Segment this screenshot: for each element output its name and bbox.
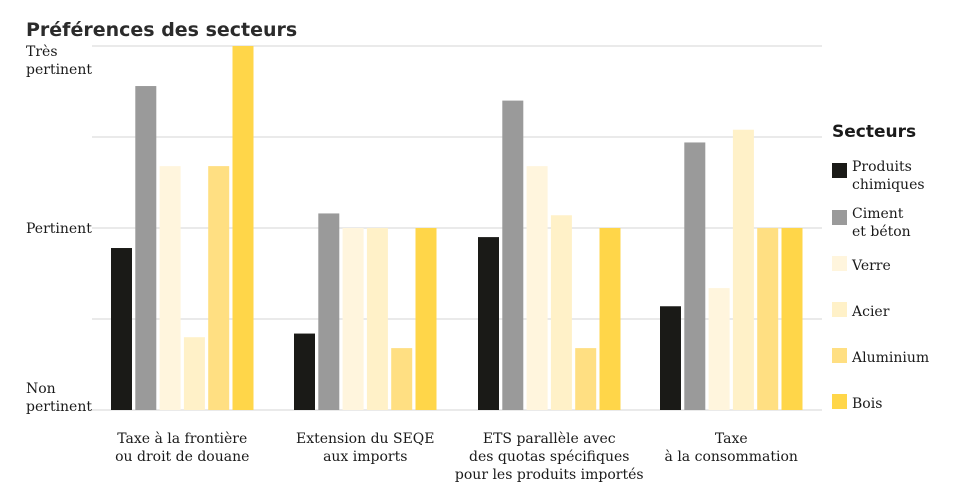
bar (708, 288, 730, 410)
bar-group (478, 100, 621, 410)
legend-label: Aluminium (851, 350, 929, 366)
bar (660, 306, 681, 410)
legend-title: Secteurs (832, 122, 916, 142)
bar-group (660, 129, 803, 410)
y-tick-label-line: Très (26, 44, 58, 60)
bar (684, 142, 706, 410)
x-tick-label: Taxe à la consommation (665, 431, 798, 465)
legend-label-line: Aluminium (851, 350, 929, 366)
bar (208, 166, 230, 410)
legend-label-line: Ciment (852, 206, 904, 222)
legend-label: Acier (851, 304, 890, 320)
bar (391, 348, 413, 410)
x-tick-label: Taxe à la frontière ou droit de douane (115, 430, 249, 465)
bar (781, 228, 803, 410)
x-tick-label-line: pour les produits importés (455, 467, 644, 483)
x-tick-label-line: ou droit de douane (115, 449, 249, 465)
legend-swatch (832, 302, 847, 317)
y-tick-label: Très pertinent (26, 44, 92, 78)
legend-swatch (832, 394, 847, 409)
bar-group (111, 46, 254, 410)
legend-item: Verre (832, 256, 891, 274)
legend-label: Produits chimiques (852, 159, 925, 193)
bar (478, 237, 499, 410)
legend: Produits chimiques Ciment et béton Verre Acie… (832, 159, 929, 412)
legend-item: Aluminium (832, 348, 929, 366)
legend-item: Ciment et béton (832, 206, 911, 240)
legend-label-line: Produits (852, 159, 912, 175)
bar (757, 228, 779, 410)
legend-swatch (832, 210, 847, 225)
x-tick-label-line: à la consommation (665, 448, 798, 465)
bar (599, 228, 621, 410)
bar (159, 166, 181, 410)
y-tick-label-line: pertinent (26, 399, 92, 415)
y-tick-label-line: pertinent (26, 62, 92, 78)
bar (232, 46, 254, 410)
x-tick-label: Extension du SEQE aux imports (296, 431, 435, 465)
legend-label: Bois (852, 396, 882, 412)
chart-title: Préférences des secteurs (26, 19, 297, 41)
x-tick-label-line: Extension du SEQE (296, 431, 435, 447)
legend-label: Verre (851, 258, 891, 274)
y-axis-labels: Non pertinent Pertinent Très pertinent (26, 44, 92, 415)
legend-swatch (832, 163, 847, 178)
legend-label-line: chimiques (852, 177, 925, 193)
legend-label-line: Bois (852, 396, 882, 412)
y-tick-label: Pertinent (26, 221, 92, 237)
bar (502, 100, 524, 410)
bar (415, 228, 437, 410)
legend-label-line: Verre (851, 258, 891, 274)
x-tick-label-line: ETS parallèle avec (483, 431, 616, 447)
bar (550, 215, 572, 410)
bar (342, 228, 364, 410)
x-tick-label-line: aux imports (323, 449, 407, 465)
bars (111, 46, 803, 410)
legend-swatch (832, 256, 847, 271)
bar (111, 248, 132, 410)
x-tick-label: ETS parallèle avec des quotas spécifiques… (455, 431, 644, 483)
x-tick-label-line: des quotas spécifiques (469, 449, 629, 465)
bar (366, 228, 388, 410)
legend-label: Ciment et béton (852, 206, 911, 240)
y-tick-label-line: Pertinent (26, 221, 92, 237)
legend-item: Acier (832, 302, 890, 320)
x-tick-label-line: Taxe (715, 431, 748, 447)
bar (318, 213, 340, 410)
y-tick-label: Non pertinent (26, 381, 92, 415)
legend-swatch (832, 348, 847, 363)
x-axis-labels: Taxe à la frontière ou droit de douane Ext… (115, 430, 798, 483)
bar (183, 337, 205, 410)
legend-item: Produits chimiques (832, 159, 925, 193)
x-tick-label-line: Taxe à la frontière (117, 430, 247, 447)
bar (575, 348, 597, 410)
legend-label-line: et béton (852, 224, 911, 240)
y-tick-label-line: Non (26, 381, 56, 397)
legend-item: Bois (832, 394, 882, 412)
bar (294, 333, 315, 410)
bar (732, 129, 754, 410)
bar (526, 166, 548, 410)
bar-group (294, 213, 437, 410)
legend-label-line: Acier (851, 304, 890, 320)
bar (135, 86, 157, 410)
